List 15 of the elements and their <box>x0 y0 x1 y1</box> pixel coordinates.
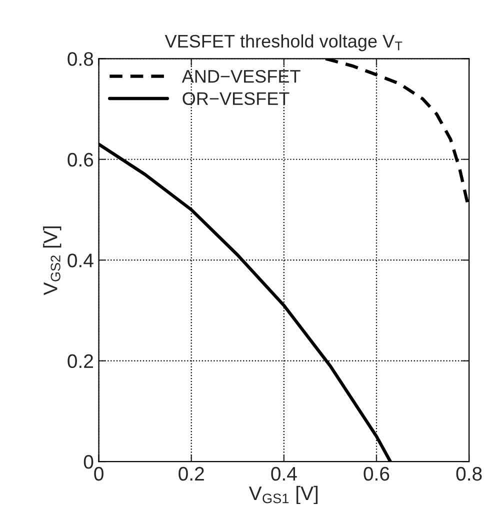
chart-title: VESFET threshold voltage V$_{T}$ <box>164 34 402 52</box>
y-tick-label: 0.6 <box>68 152 94 167</box>
x-tick-label: 0.4 <box>271 466 297 481</box>
legend-label: OR−VESFET <box>182 92 290 105</box>
y-tick-label: 0 <box>84 455 94 469</box>
x-tick-label: 0.2 <box>178 466 204 481</box>
x-tick-label: 0.8 <box>456 466 482 481</box>
x-tick-label: 0 <box>94 466 104 481</box>
y-axis-title: V$_{GS2}$ [V] <box>43 226 62 296</box>
legend-label: AND−VESFET <box>182 70 300 83</box>
y-tick-label: 0.8 <box>68 52 94 66</box>
x-axis-title: V$_{GS1}$ [V] <box>248 486 318 504</box>
x-tick-label: 0.6 <box>364 466 390 481</box>
y-tick-label: 0.4 <box>68 254 94 268</box>
y-tick-label: 0.2 <box>68 354 93 368</box>
